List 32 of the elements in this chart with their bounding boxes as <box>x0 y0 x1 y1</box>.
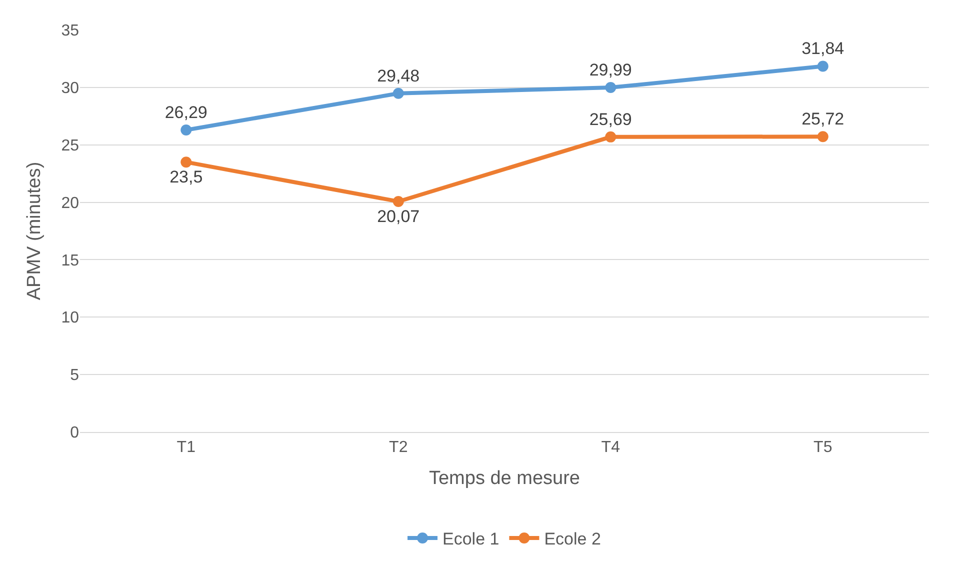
x-tick-label: T2 <box>389 439 408 456</box>
data-label: 20,07 <box>377 207 420 226</box>
y-tick-label: 15 <box>61 252 80 270</box>
point <box>392 196 404 207</box>
y-tick-label: 0 <box>70 424 80 442</box>
data-label: 25,69 <box>589 110 632 129</box>
legend-label: Ecole 2 <box>544 530 601 549</box>
y-tick-label: 35 <box>61 22 80 40</box>
x-axis-title: Temps de mesure <box>428 468 580 489</box>
point <box>817 131 828 142</box>
x-tick-label: T4 <box>601 439 620 456</box>
y-tick-label: 25 <box>61 137 80 154</box>
data-label: 25,72 <box>802 109 844 128</box>
x-tick-label: T1 <box>176 439 196 456</box>
point <box>392 88 404 99</box>
point <box>180 124 192 136</box>
point <box>180 156 192 168</box>
y-axis-title: APMV (minutes) <box>24 162 46 300</box>
data-label: 23,5 <box>170 168 203 187</box>
y-tick-label: 20 <box>61 194 80 212</box>
point <box>605 131 616 142</box>
y-tick-label: 30 <box>61 80 80 98</box>
data-label: 31,84 <box>802 39 844 58</box>
y-tick-label: 10 <box>61 310 80 327</box>
legend-label: Ecole 1 <box>442 530 500 549</box>
data-label: 26,29 <box>164 102 208 122</box>
data-label: 29,48 <box>377 66 420 86</box>
data-label: 29,99 <box>589 60 632 80</box>
point <box>605 82 616 94</box>
x-tick-label: T5 <box>814 439 832 456</box>
y-tick-label: 5 <box>70 367 80 384</box>
point <box>817 60 828 72</box>
